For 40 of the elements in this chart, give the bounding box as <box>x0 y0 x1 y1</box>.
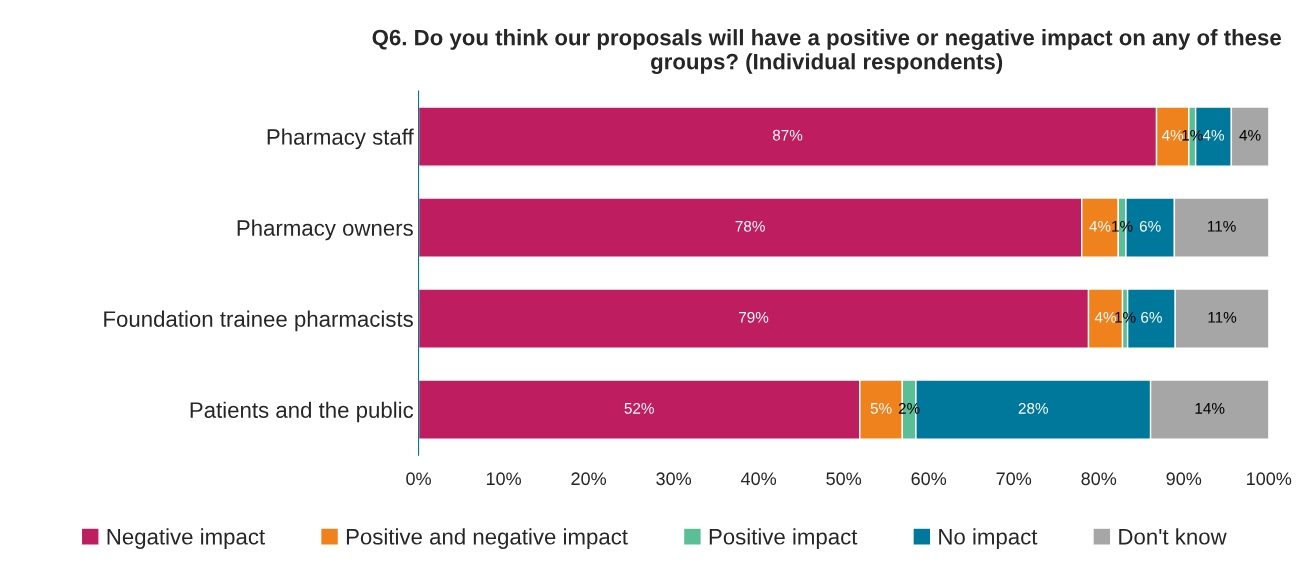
x-tick-label: 30% <box>656 472 692 486</box>
data-label: 6% <box>1139 220 1161 232</box>
data-label: 4% <box>1094 311 1117 323</box>
data-label: 4% <box>1162 129 1184 141</box>
data-label: 28% <box>1018 402 1048 414</box>
x-tick-label: 20% <box>571 472 607 486</box>
data-label: 78% <box>735 220 765 232</box>
data-label: 1% <box>1115 311 1136 323</box>
x-tick-label: 0% <box>406 472 431 486</box>
x-tick-label: 100% <box>1247 472 1292 486</box>
data-label: 1% <box>1182 129 1203 141</box>
y-tick-label: Pharmacy owners <box>237 219 413 241</box>
x-tick-label: 40% <box>740 472 777 486</box>
chart-title: Q6. Do you think our proposals will have a positive or negative impact on any of these groups? (Individual respondents) <box>372 29 1281 74</box>
data-label: 79% <box>739 311 769 323</box>
data-label: 1% <box>1112 220 1133 232</box>
x-tick-label: 80% <box>1081 472 1117 486</box>
data-label: 4% <box>1202 129 1224 141</box>
x-tick-label: 60% <box>911 472 947 486</box>
data-label: 5% <box>870 403 892 414</box>
data-label: 6% <box>1141 311 1162 323</box>
y-tick-label: Pharmacy staff <box>267 128 414 150</box>
data-label: 14% <box>1195 403 1225 414</box>
x-tick-label: 10% <box>486 472 522 486</box>
x-tick-label: 90% <box>1166 472 1202 486</box>
data-label: 11% <box>1208 311 1237 323</box>
legend-label: Don't know <box>1119 528 1227 545</box>
y-tick-label: Foundation trainee pharmacists <box>104 310 413 332</box>
legend-label: Positive and negative impact <box>346 528 628 549</box>
x-tick-label: 70% <box>996 472 1032 486</box>
legend-label: Negative impact <box>107 528 265 549</box>
x-tick-label: 50% <box>826 472 862 486</box>
data-label: 4% <box>1239 129 1261 141</box>
legend-label: No impact <box>939 528 1038 549</box>
data-label: 4% <box>1089 220 1111 232</box>
data-label: 87% <box>772 129 803 141</box>
data-label: 11% <box>1208 220 1236 232</box>
data-label: 52% <box>624 402 654 414</box>
y-tick-label: Patients and the public <box>190 401 414 423</box>
legend-label: Positive impact <box>709 528 858 549</box>
